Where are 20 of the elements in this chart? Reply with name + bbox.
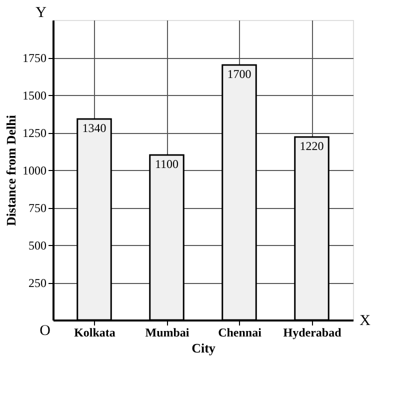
data-label: 1100 — [154, 157, 179, 171]
data-label: 1340 — [82, 121, 106, 135]
y-tick-label: 1250 — [22, 126, 46, 140]
text: Y — [36, 5, 47, 21]
text: X — [360, 313, 371, 329]
y-tick-label: 750 — [28, 201, 46, 215]
data-label: 1220 — [300, 139, 324, 153]
x-axis-title: City — [192, 340, 216, 356]
data-label: 1700 — [227, 67, 252, 81]
y-axis-title: Distance from Delhi — [4, 114, 18, 226]
x-tick-label: Chennai — [218, 326, 262, 340]
x-tick-label: Mumbai — [145, 326, 190, 340]
y-tick-label: 250 — [28, 276, 46, 290]
y-tick-label: 1500 — [22, 88, 46, 102]
text: O — [40, 323, 51, 339]
x-tick-label: Hyderabad — [283, 326, 342, 340]
y-tick-label: 1750 — [22, 51, 46, 65]
x-tick-label: Kolkata — [74, 326, 116, 340]
y-tick-label: 1000 — [22, 164, 46, 178]
y-tick-label: 500 — [28, 238, 46, 252]
